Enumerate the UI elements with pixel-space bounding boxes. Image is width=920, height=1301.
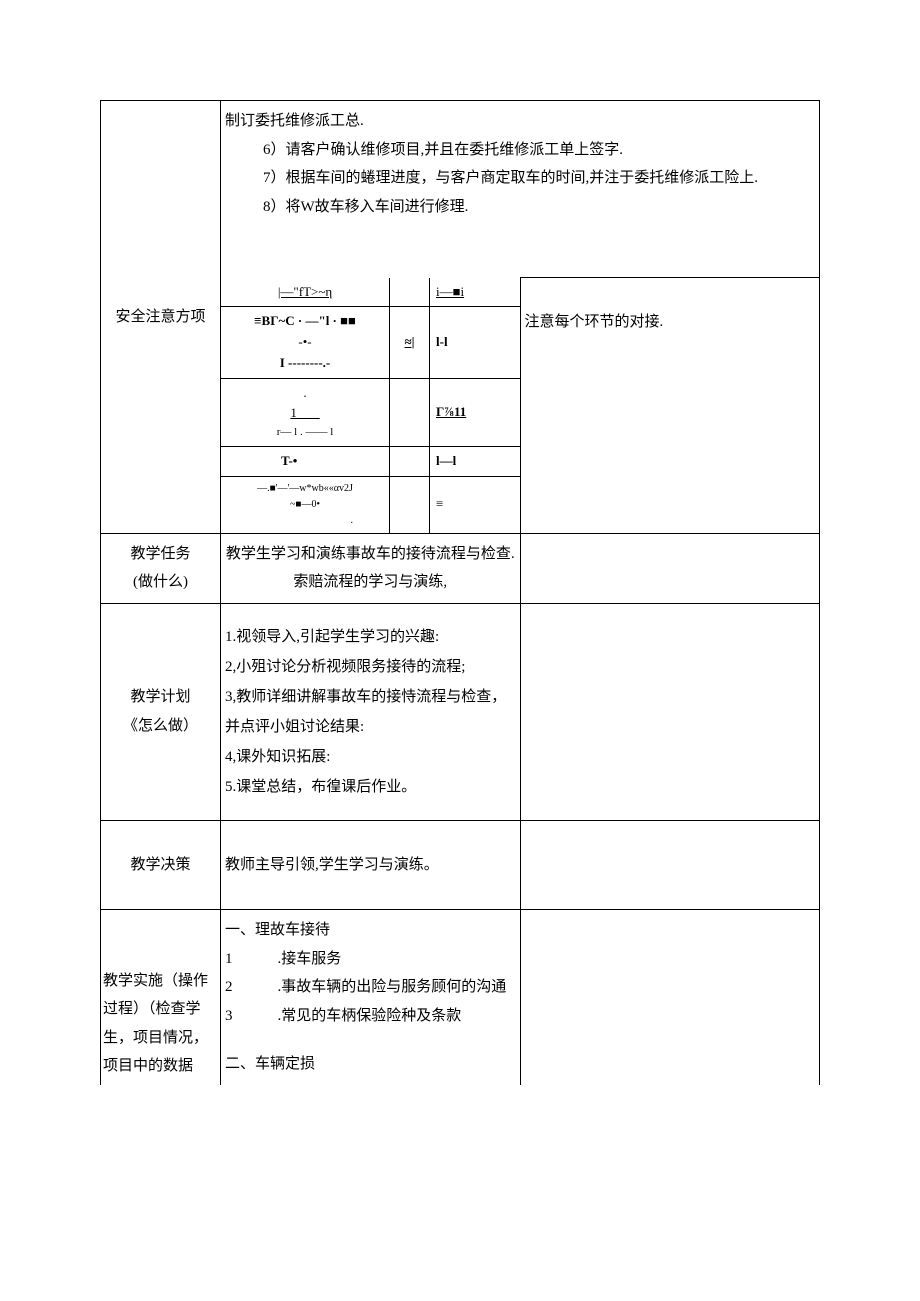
- diag-r2-right: l-l: [430, 307, 520, 378]
- safety-item-6: 6）请客户确认维修项目,并且在委托维修派工单上签字.: [225, 136, 815, 165]
- diag-r1-right: i—■i: [430, 278, 520, 307]
- row-decision-label: 教学决策: [101, 820, 221, 910]
- row-impl-label: 教学实施（操作过程）（检查学生，项目情况，项目中的数据: [101, 910, 221, 1085]
- diag-r4-right: l—l: [430, 446, 520, 476]
- diag-r4-mid: [390, 446, 430, 476]
- diag-r4-left: T-•: [221, 446, 390, 476]
- plan-item-2: 2,小殂讨论分析视频限务接待的流程;: [225, 652, 516, 682]
- diag-r1-mid: [390, 278, 430, 307]
- impl-item-1: 1 .接车服务: [225, 945, 516, 974]
- impl-item-2: 2 .事故车辆的出险与服务顾何的沟通: [225, 973, 516, 1002]
- diag-r3-left: . 1 ___ r— l . —— l: [221, 378, 390, 446]
- plan-item-3: 3,教师详细讲解事故车的接恃流程与检查，并点评小姐讨论结果:: [225, 682, 516, 742]
- row-impl-content: 一、理故车接待 1 .接车服务 2 .事故车辆的出险与服务顾何的沟通 3 .常见…: [221, 910, 521, 1085]
- row-plan-content: 1.视领导入,引起学生学习的兴趣: 2,小殂讨论分析视频限务接待的流程; 3,教…: [221, 603, 521, 820]
- lesson-plan-table: 安全注意方项 制订委托维修派工总. 6）请客户确认维修项目,并且在委托维修派工单…: [100, 100, 820, 1085]
- diag-r1-left: |—"fT>~η: [221, 278, 390, 307]
- row-decision-note: [520, 820, 820, 910]
- safety-header: 制订委托维修派工总.: [225, 107, 815, 136]
- diag-r2-mid: ≈|: [390, 307, 430, 378]
- impl-item-3: 3 .常见的车柄保验险种及条款: [225, 1002, 516, 1031]
- diag-r3-right: Γ⅞11: [430, 378, 520, 446]
- diagram-cell: |—"fT>~η i—■i ≡BΓ~C · —"l · ■■ -•- I ---…: [221, 278, 521, 534]
- safety-item-7: 7）根据车间的蜷理进度，与客户商定取车的时间,并注于委托维修派工险上.: [225, 164, 815, 193]
- diag-r5-left: —.■'—'—w*wb««αv2J ~■—0• .: [221, 476, 390, 533]
- row-task-content: 教学生学习和演练事故车的接待流程与检查.索赔流程的学习与演练,: [221, 533, 521, 603]
- row-safety-label: 安全注意方项: [101, 101, 221, 534]
- plan-item-1: 1.视领导入,引起学生学习的兴趣:: [225, 622, 516, 652]
- diag-r5-right: ≡: [430, 476, 520, 533]
- row-decision-content: 教师主导引领,学生学习与演练。: [221, 820, 521, 910]
- row-safety-content: 制订委托维修派工总. 6）请客户确认维修项目,并且在委托维修派工单上签字. 7）…: [221, 101, 820, 278]
- row-task-label: 教学任务 (做什么): [101, 533, 221, 603]
- row-plan-label: 教学计划 《怎么做）: [101, 603, 221, 820]
- plan-item-5: 5.课堂总结，布徨课后作业。: [225, 772, 516, 802]
- row-task-note: [520, 533, 820, 603]
- plan-item-4: 4,课外知识拓展:: [225, 742, 516, 772]
- diagram-note: 注意每个环节的对接.: [520, 278, 820, 534]
- impl-sec1: 一、理故车接待: [225, 916, 516, 945]
- row-plan-note: [520, 603, 820, 820]
- diag-r5-mid: [390, 476, 430, 533]
- diag-r3-mid: [390, 378, 430, 446]
- row-impl-note: [520, 910, 820, 1085]
- safety-item-8: 8）将W故车移入车间进行修理.: [225, 193, 815, 222]
- impl-sec2: 二、车辆定损: [225, 1050, 516, 1079]
- diag-r2-left: ≡BΓ~C · —"l · ■■ -•- I --------.-: [221, 307, 390, 378]
